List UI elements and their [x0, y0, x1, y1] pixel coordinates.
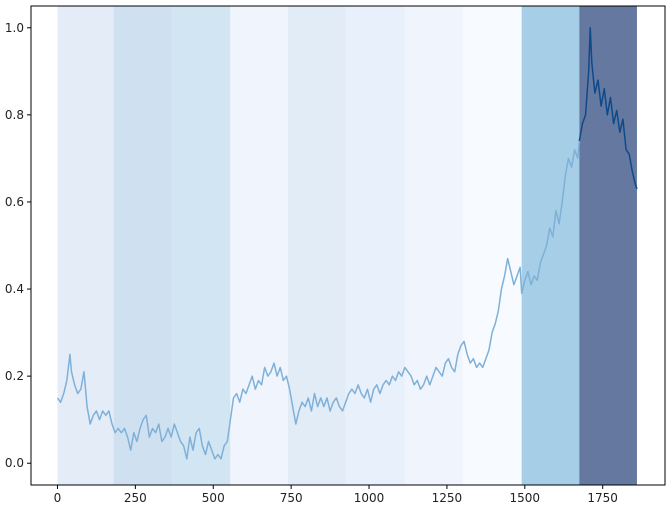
regime-band-1: [57, 6, 114, 485]
plot-frame: [30, 5, 666, 486]
x-tick-label: 750: [280, 491, 303, 505]
x-tick-label: 500: [202, 491, 225, 505]
plot-border: [30, 5, 666, 486]
regime-band-2: [113, 6, 173, 485]
regime-band-10: [579, 6, 637, 485]
regime-band-9: [521, 6, 580, 485]
regime-band-6: [345, 6, 405, 485]
y-tick-label: 0.2: [5, 369, 24, 383]
series-lines: [56, 27, 638, 460]
series-line-1: [56, 140, 581, 460]
series-line-1-final-regime: [578, 27, 638, 190]
y-tick-label: 0.0: [5, 456, 24, 470]
y-axis: 0.0 0.2 0.4 0.6 0.8 1.0: [5, 21, 31, 470]
x-tick-label: 250: [124, 491, 147, 505]
y-tick-label: 0.6: [5, 195, 24, 209]
regime-band-3: [172, 6, 231, 485]
x-axis: 0 250 500 750 1000 1250 1500 1750: [54, 485, 618, 505]
regime-bands: [57, 6, 637, 485]
x-tick-label: 1750: [587, 491, 618, 505]
x-tick-label: 1250: [432, 491, 463, 505]
regime-band-4: [230, 6, 289, 485]
x-tick-label: 1500: [510, 491, 541, 505]
regime-band-7: [404, 6, 463, 485]
regime-band-8: [462, 6, 522, 485]
y-tick-label: 0.4: [5, 282, 24, 296]
x-tick-label: 0: [54, 491, 62, 505]
y-tick-label: 1.0: [5, 21, 24, 35]
y-tick-label: 0.8: [5, 108, 24, 122]
x-tick-label: 1000: [354, 491, 385, 505]
regime-band-5: [288, 6, 346, 485]
